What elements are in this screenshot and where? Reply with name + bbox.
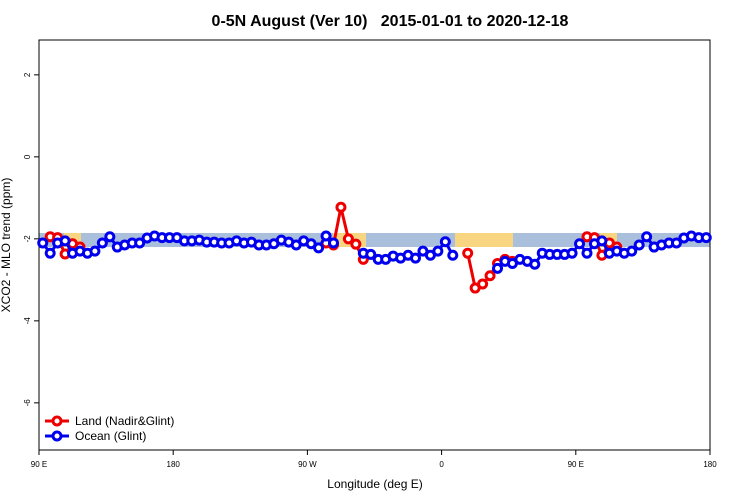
- x-tick-label: 180: [703, 460, 717, 469]
- legend-label: Land (Nadir&Glint): [75, 414, 174, 428]
- data-point: [633, 239, 645, 251]
- y-tick-label: -2: [23, 235, 32, 243]
- data-point: [432, 245, 444, 257]
- data-point: [44, 247, 56, 259]
- data-point: [89, 245, 101, 257]
- data-point: [529, 258, 541, 270]
- data-point: [313, 242, 325, 254]
- data-point: [342, 233, 354, 245]
- y-tick-label: 2: [23, 72, 32, 77]
- y-axis-label: XCO2 - MLO trend (ppm): [0, 178, 13, 313]
- chart-title: 0-5N August (Ver 10) 2015-01-01 to 2020-…: [212, 13, 569, 30]
- y-tick-label: -6: [23, 399, 32, 407]
- y-tick-label: -4: [23, 317, 32, 325]
- x-axis-label: Longitude (deg E): [327, 477, 422, 491]
- data-point: [670, 237, 682, 249]
- data-point: [320, 230, 332, 242]
- data-point: [59, 235, 71, 247]
- data-point: [104, 231, 116, 243]
- y-tick-label: 0: [23, 154, 32, 159]
- series: [37, 230, 712, 274]
- data-point: [581, 247, 593, 259]
- legend-marker: [51, 415, 63, 427]
- data-point: [37, 237, 49, 249]
- data-point: [96, 237, 108, 249]
- legend-marker: [51, 430, 63, 442]
- data-point: [335, 201, 347, 213]
- data-point: [492, 262, 504, 274]
- x-tick-label: 0: [439, 460, 444, 469]
- legend: Land (Nadir&Glint)Ocean (Glint): [45, 414, 174, 443]
- data-point: [134, 237, 146, 249]
- data-point: [439, 236, 451, 248]
- x-tick-label: 90 E: [31, 460, 47, 469]
- data-point: [350, 238, 362, 250]
- x-tick-label: 180: [167, 460, 181, 469]
- data-point: [626, 245, 638, 257]
- x-tick-label: 90 E: [568, 460, 584, 469]
- data-point: [574, 238, 586, 250]
- data-point: [410, 252, 422, 264]
- data-point: [566, 247, 578, 259]
- data-point: [641, 231, 653, 243]
- data-point: [596, 235, 608, 247]
- data-point: [462, 247, 474, 259]
- data-point: [700, 232, 712, 244]
- data-point: [477, 278, 489, 290]
- legend-label: Ocean (Glint): [75, 429, 146, 443]
- data-point: [327, 237, 339, 249]
- data-point: [365, 248, 377, 260]
- data-point: [447, 249, 459, 261]
- data-point: [484, 270, 496, 282]
- land-band: [455, 233, 513, 247]
- x-tick-label: 90 W: [298, 460, 317, 469]
